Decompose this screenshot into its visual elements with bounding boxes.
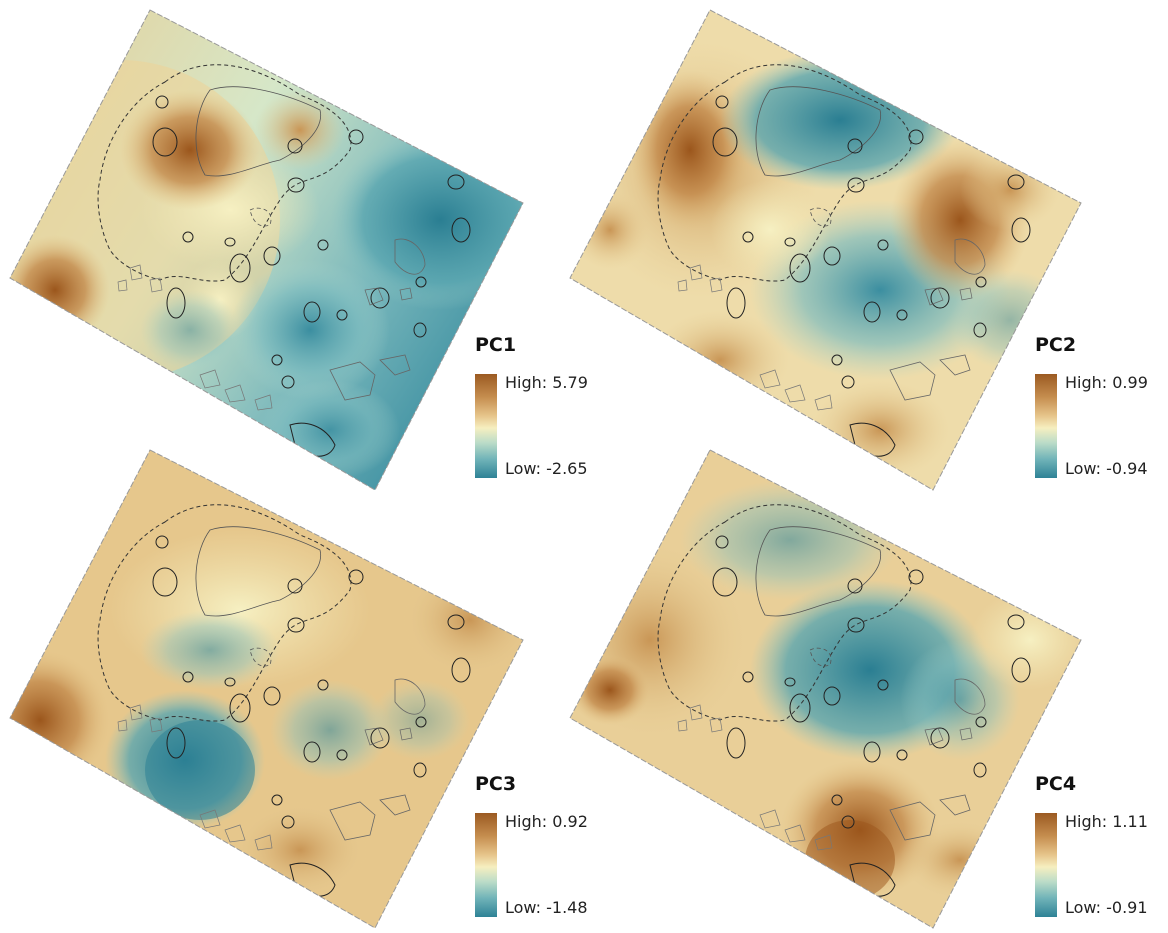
- legend-title-pc4: PC4: [1035, 773, 1077, 795]
- legend-low-pc3: Low: -1.48: [505, 898, 588, 917]
- color-ramp-pc4: [1035, 813, 1057, 917]
- legend-title-pc3: PC3: [475, 773, 517, 795]
- legend-title-pc1: PC1: [475, 334, 517, 356]
- color-ramp-pc2: [1035, 374, 1057, 478]
- color-ramp-pc1: [475, 374, 497, 478]
- legend-low-pc4: Low: -0.91: [1065, 898, 1148, 917]
- legend-low-pc2: Low: -0.94: [1065, 459, 1148, 478]
- legend-pc2: PC2 High: 0.99 Low: -0.94: [1035, 334, 1168, 494]
- legend-high-pc3: High: 0.92: [505, 812, 588, 831]
- legend-title-pc2: PC2: [1035, 334, 1077, 356]
- legend-high-pc1: High: 5.79: [505, 373, 588, 392]
- map-pc3: [10, 450, 523, 928]
- legend-pc4: PC4 High: 1.11 Low: -0.91: [1035, 773, 1168, 933]
- legend-high-pc4: High: 1.11: [1065, 812, 1148, 831]
- legend-pc1: PC1 High: 5.79 Low: -2.65: [475, 334, 635, 494]
- legend-pc3: PC3 High: 0.92 Low: -1.48: [475, 773, 635, 933]
- map-pc2: [570, 10, 1081, 490]
- color-ramp-pc3: [475, 813, 497, 917]
- legend-high-pc2: High: 0.99: [1065, 373, 1148, 392]
- legend-low-pc1: Low: -2.65: [505, 459, 588, 478]
